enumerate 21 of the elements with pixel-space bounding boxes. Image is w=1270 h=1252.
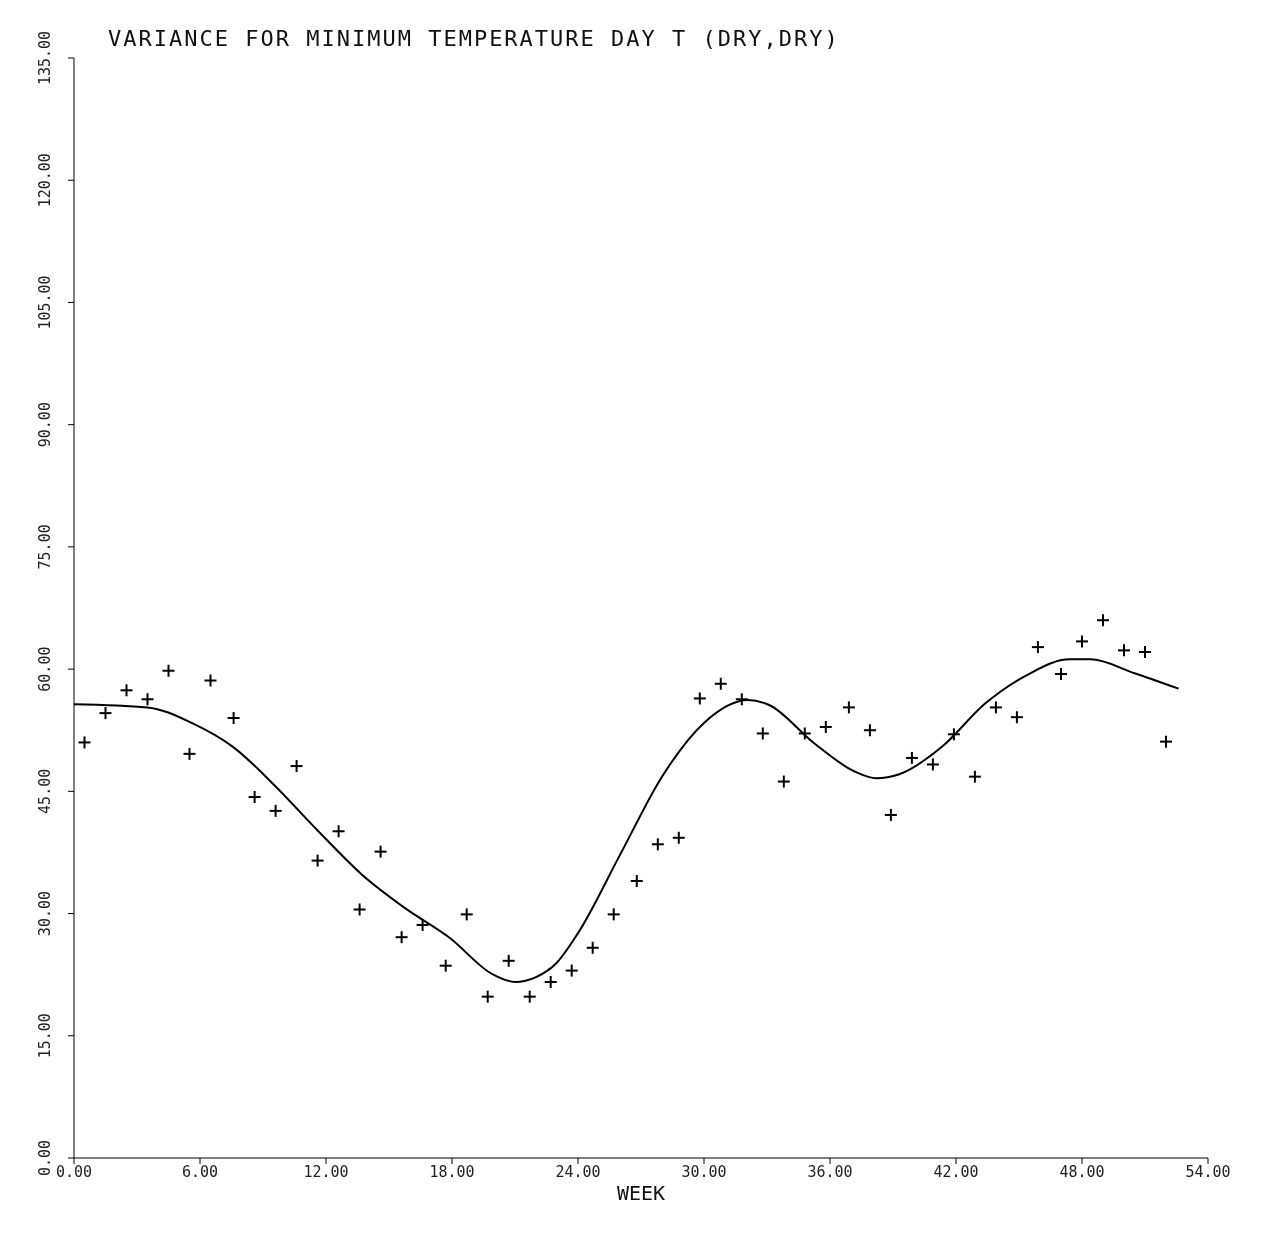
- y-tick-label: 15.00: [36, 1013, 54, 1059]
- x-tick-label: 0.00: [55, 1162, 93, 1181]
- y-tick-label: 105.00: [36, 275, 54, 330]
- x-tick-label: 30.00: [681, 1162, 727, 1181]
- y-tick-label: 60.00: [36, 646, 54, 692]
- y-tick-label: 135.00: [36, 30, 54, 86]
- x-tick-label: 54.00: [1185, 1162, 1231, 1181]
- y-tick-label: 45.00: [36, 768, 54, 814]
- x-axis-title: WEEK: [616, 1181, 666, 1205]
- y-tick-label: 120.00: [36, 153, 54, 208]
- x-tick-label: 24.00: [555, 1162, 601, 1181]
- y-tick-label: 30.00: [36, 890, 54, 937]
- y-tick-label: 90.00: [36, 402, 54, 448]
- x-tick-label: 6.00: [181, 1162, 219, 1181]
- y-tick-label: 75.00: [36, 524, 54, 570]
- x-tick-label: 18.00: [429, 1162, 475, 1181]
- chart-title: VARIANCE FOR MINIMUM TEMPERATURE DAY T (DRY,DRY): [108, 26, 840, 51]
- x-tick-label: 48.00: [1059, 1162, 1105, 1181]
- x-tick-label: 36.00: [807, 1162, 853, 1181]
- x-tick-label: 42.00: [933, 1162, 979, 1181]
- x-tick-label: 12.00: [303, 1162, 349, 1181]
